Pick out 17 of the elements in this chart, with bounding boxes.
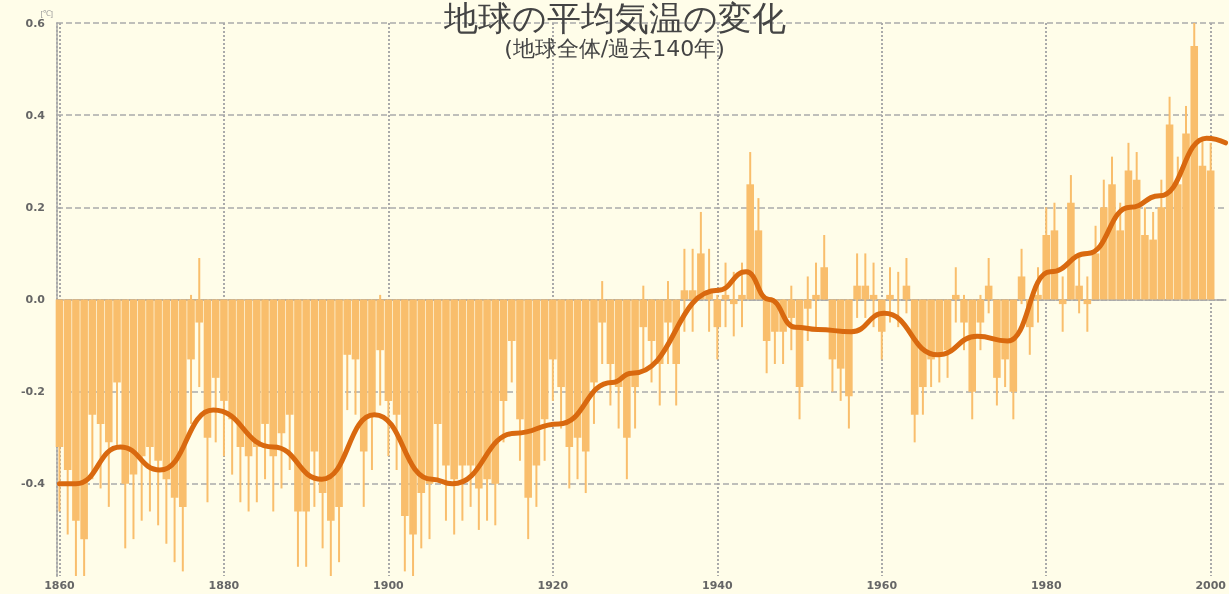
y-tick-label: -0.4: [20, 477, 46, 491]
x-tick-label: 1920: [537, 579, 569, 592]
y-tick-label: 0.0: [25, 293, 46, 306]
chart-title: 地球の平均気温の変化: [442, 0, 786, 38]
x-tick-label: 1980: [1030, 579, 1062, 592]
y-tick-label: 0.2: [25, 200, 45, 214]
x-tick-label: 1960: [866, 579, 898, 592]
x-tick-label: 1940: [702, 579, 733, 592]
x-tick-label: 2000: [1195, 579, 1227, 592]
y-tick-label: -0.2: [20, 385, 45, 399]
y-axis-title: [℃]: [40, 8, 53, 18]
y-tick-label: 0.4: [25, 108, 46, 122]
x-tick-label: 1860: [44, 579, 76, 592]
x-tick-label: 1880: [208, 579, 240, 592]
x-tick-label: 1900: [373, 579, 405, 592]
y-tick-label: 0.6: [25, 16, 46, 30]
text: (地球全体/過去140年): [504, 35, 725, 61]
